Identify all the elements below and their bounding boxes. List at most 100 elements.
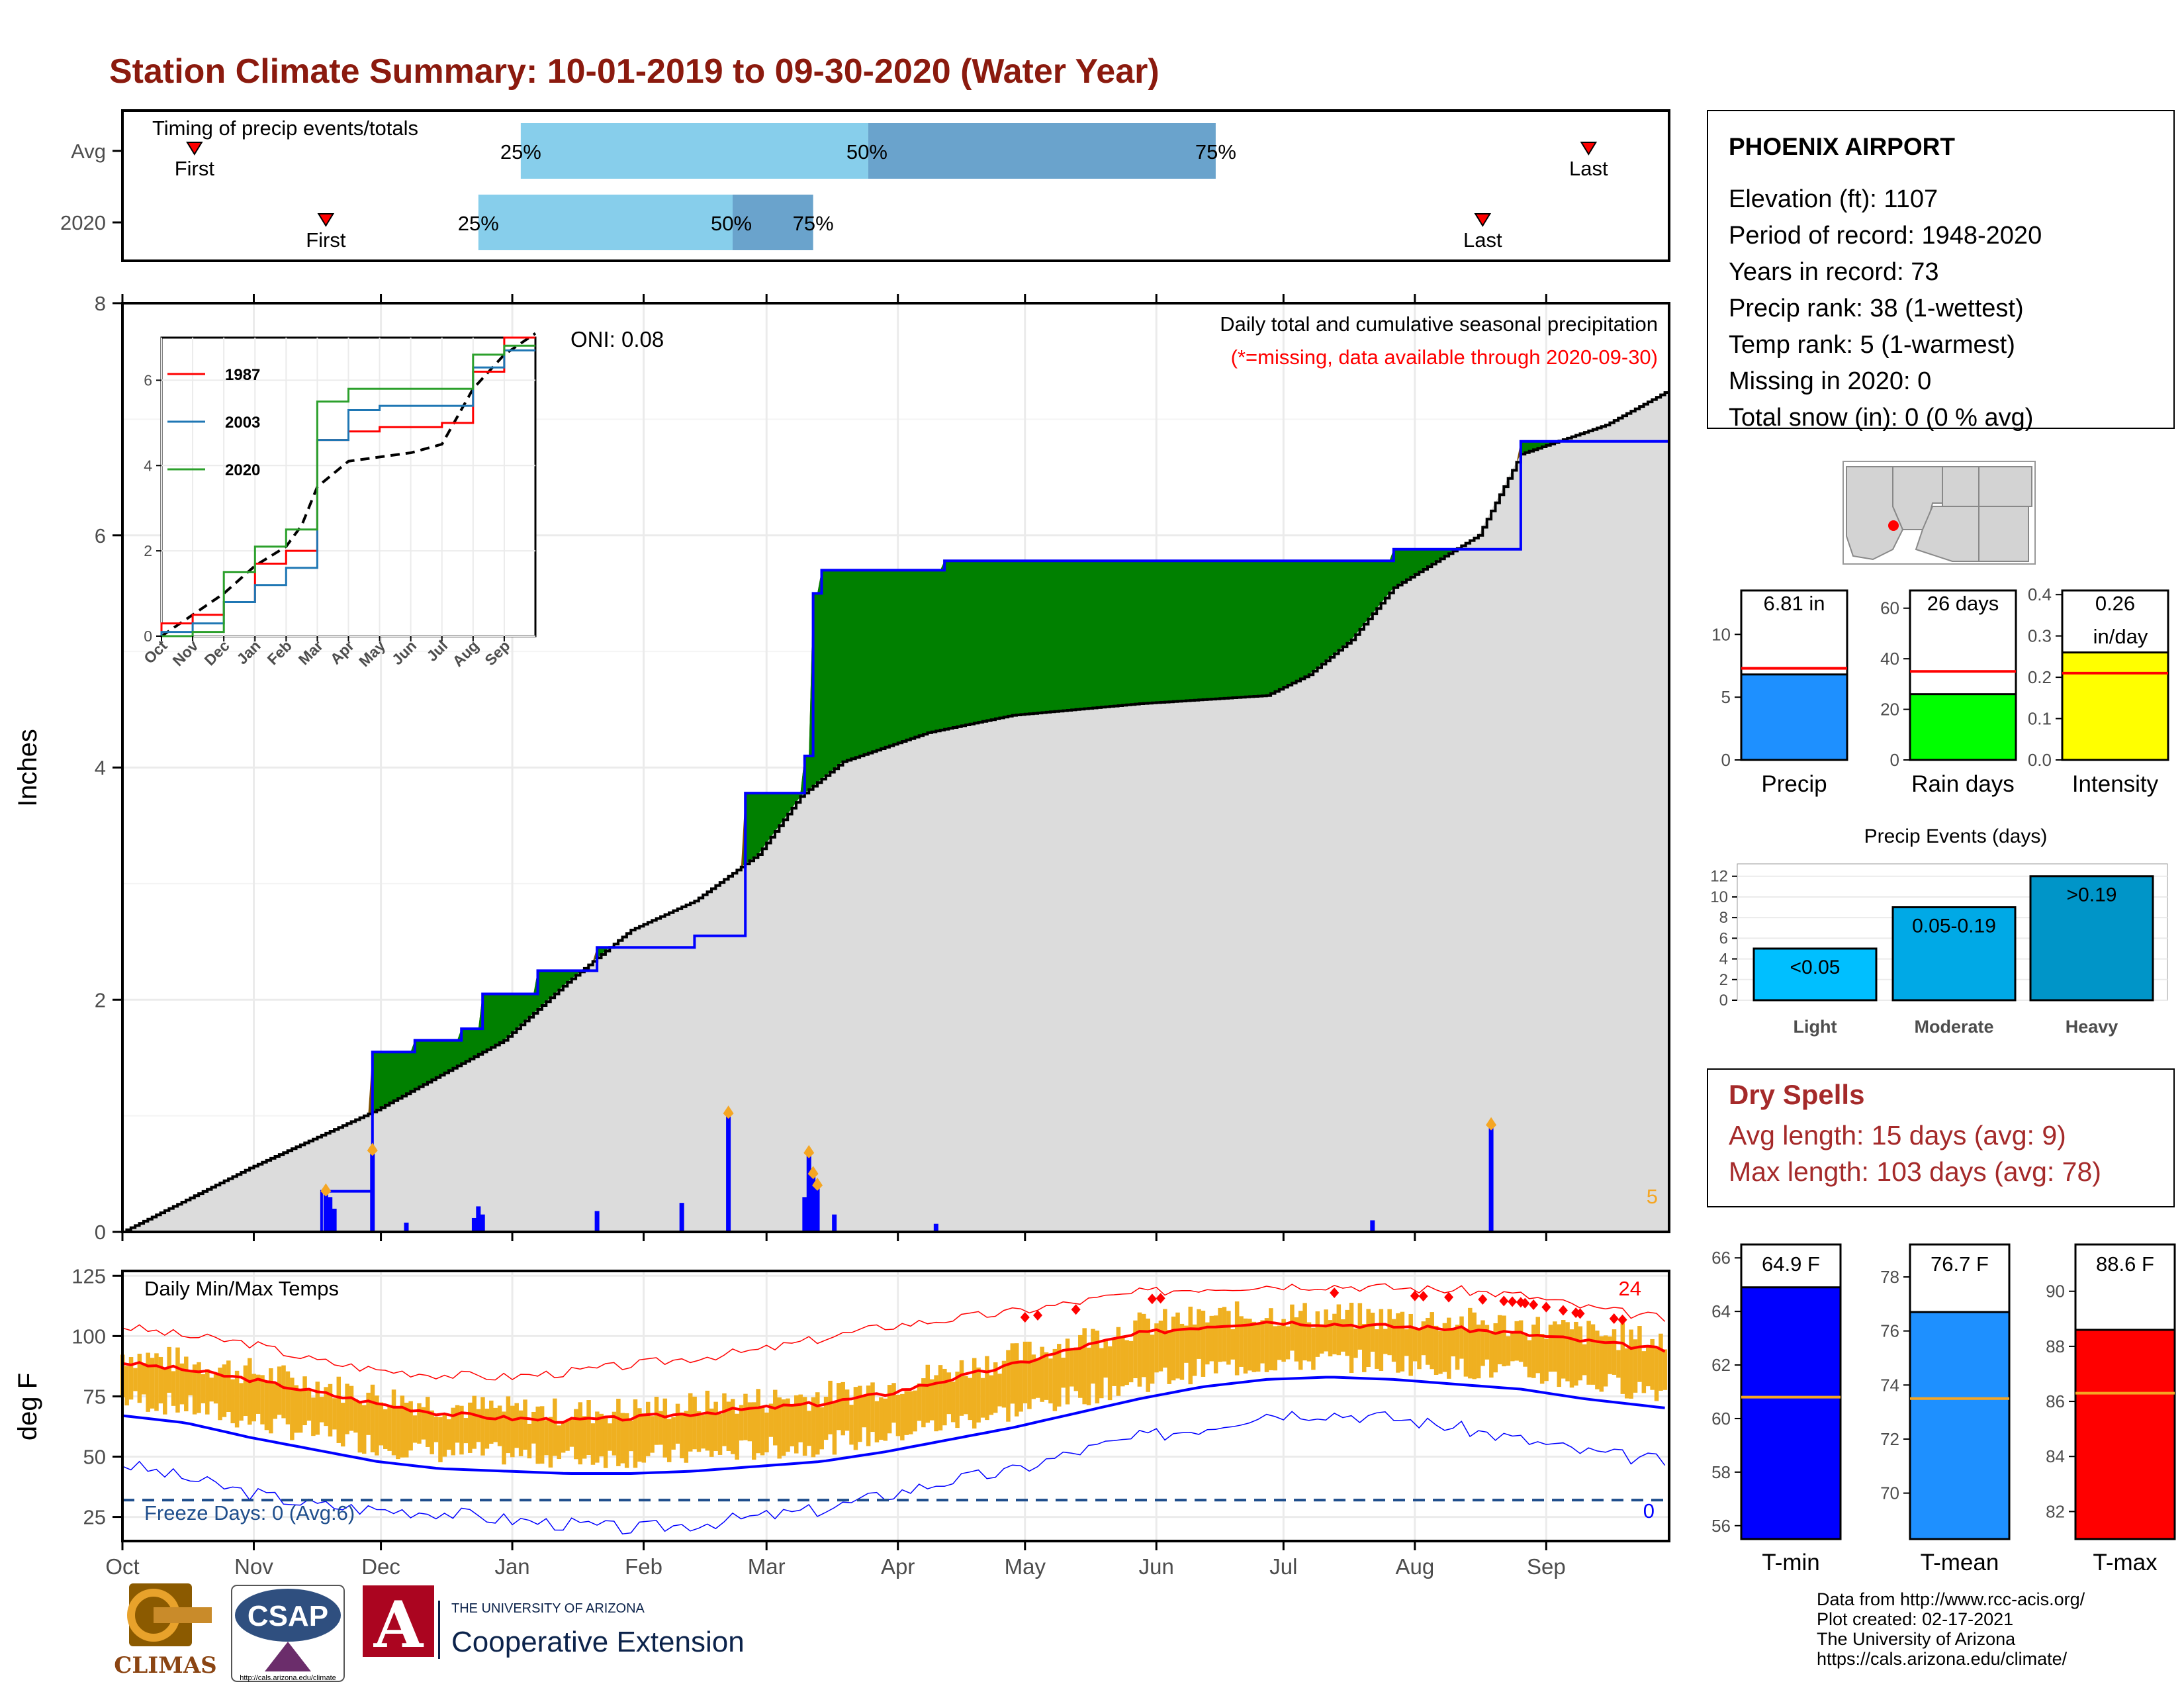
daily-temp-range bbox=[1455, 1325, 1460, 1370]
daily-temp-range bbox=[535, 1406, 540, 1464]
daily-temp-range bbox=[913, 1390, 917, 1432]
freeze-label: Freeze Days: 0 (Avg:6) bbox=[144, 1501, 355, 1524]
daily-temp-range bbox=[629, 1421, 633, 1452]
mini-bar-ytick-label: 0.1 bbox=[2028, 709, 2052, 729]
daily-temp-range bbox=[1387, 1309, 1392, 1356]
daily-temp-range bbox=[1264, 1318, 1269, 1372]
daily-temp-range bbox=[942, 1368, 947, 1426]
csap-cloud bbox=[235, 1589, 341, 1642]
daily-temp-range bbox=[561, 1421, 566, 1453]
normal-max-line bbox=[122, 1321, 1666, 1424]
daily-temp-range bbox=[1010, 1343, 1015, 1404]
daily-temp-range bbox=[1421, 1321, 1426, 1356]
daily-temp-range bbox=[866, 1385, 871, 1446]
daily-temp-range bbox=[565, 1420, 570, 1451]
month-tick-label: Nov bbox=[234, 1554, 273, 1579]
daily-temp-range bbox=[213, 1374, 218, 1404]
temp-ytick-label: 100 bbox=[71, 1325, 106, 1348]
daily-temp-range bbox=[285, 1371, 291, 1425]
daily-temp-range bbox=[142, 1363, 146, 1395]
daily-temp-range bbox=[1027, 1341, 1032, 1409]
daily-temp-range bbox=[1218, 1307, 1222, 1362]
month-tick-label: Sep bbox=[1527, 1554, 1566, 1579]
daily-temp-range bbox=[590, 1423, 596, 1465]
daily-temp-range bbox=[188, 1372, 193, 1395]
daily-temp-range bbox=[1510, 1331, 1515, 1362]
daily-temp-range bbox=[964, 1376, 968, 1415]
events-title: Precip Events (days) bbox=[1864, 825, 2048, 847]
daily-temp-range bbox=[1065, 1338, 1070, 1405]
record-max-line bbox=[122, 1283, 1666, 1381]
station-info-line: Total snow (in): 0 (0 % avg) bbox=[1729, 404, 2033, 432]
daily-precip-bar bbox=[802, 1197, 807, 1232]
events-ytick-label: 0 bbox=[1719, 992, 1728, 1009]
csap-text: CSAP bbox=[248, 1600, 328, 1632]
timing-label: Timing of precip events/totals bbox=[152, 117, 418, 140]
temp-bar-fill bbox=[2074, 1329, 2176, 1540]
daily-temp-range bbox=[557, 1425, 561, 1460]
daily-temp-range bbox=[717, 1414, 723, 1455]
ua-emblem-letter: A bbox=[373, 1587, 424, 1662]
daily-temp-range bbox=[277, 1366, 282, 1415]
mini-bar-ytick-label: 5 bbox=[1721, 687, 1731, 707]
temp-bar-ytick-label: 76 bbox=[1880, 1321, 1899, 1341]
daily-temp-range bbox=[1023, 1341, 1028, 1403]
daily-temp-range bbox=[1544, 1338, 1549, 1382]
temp-bar-label: T-max bbox=[2093, 1550, 2158, 1575]
precip-subtitle: Daily total and cumulative seasonal prec… bbox=[1220, 312, 1658, 336]
daily-temp-range bbox=[408, 1401, 413, 1451]
station-info-box: PHOENIX AIRPORT Elevation (ft): 1107 Peri… bbox=[1707, 110, 2175, 432]
daily-temp-range bbox=[815, 1392, 820, 1455]
daily-temp-range bbox=[514, 1403, 519, 1448]
events-bar-label: Heavy bbox=[2066, 1017, 2118, 1037]
daily-temp-range bbox=[1586, 1321, 1591, 1385]
inset-ytick-label: 2 bbox=[144, 542, 152, 559]
map-state-co bbox=[1978, 466, 2032, 507]
daily-temp-range bbox=[375, 1395, 379, 1456]
daily-temp-range bbox=[502, 1411, 506, 1465]
daily-temp-range bbox=[760, 1407, 765, 1456]
daily-temp-range bbox=[154, 1353, 159, 1411]
daily-temp-range bbox=[1006, 1350, 1011, 1422]
daily-precip-bar bbox=[594, 1211, 600, 1232]
daily-temp-range bbox=[459, 1405, 464, 1455]
record-high-marker bbox=[1499, 1295, 1509, 1307]
daily-temp-range bbox=[137, 1354, 142, 1403]
daily-temp-range bbox=[1306, 1322, 1312, 1362]
ua-emblem-bg bbox=[363, 1585, 434, 1657]
mini-bar-ytick-label: 0.4 bbox=[2028, 585, 2052, 604]
daily-temp-range bbox=[1222, 1307, 1227, 1362]
daily-temp-range bbox=[946, 1372, 952, 1415]
daily-temp-range bbox=[862, 1395, 866, 1428]
daily-temp-range bbox=[442, 1414, 447, 1457]
daily-precip-bar bbox=[471, 1217, 477, 1232]
daily-temp-range bbox=[1146, 1318, 1150, 1392]
daily-temp-range bbox=[1574, 1321, 1578, 1386]
temp-bar-fill bbox=[1909, 1311, 2011, 1540]
daily-temp-range bbox=[201, 1374, 206, 1403]
events-bar-label: Light bbox=[1794, 1017, 1837, 1037]
daily-temp-range bbox=[768, 1403, 774, 1437]
daily-temp-range bbox=[696, 1411, 702, 1452]
record-high-marker bbox=[1032, 1310, 1042, 1321]
timing-bar-25-50 bbox=[520, 123, 868, 179]
daily-temp-range bbox=[1243, 1318, 1248, 1374]
daily-temp-range bbox=[823, 1396, 829, 1440]
events-ytick-label: 12 bbox=[1710, 868, 1728, 886]
daily-temp-range bbox=[1040, 1346, 1044, 1402]
daily-temp-range bbox=[624, 1413, 629, 1468]
temp-ytick-label: 50 bbox=[83, 1446, 106, 1469]
daily-temp-range bbox=[582, 1416, 587, 1459]
temp-bar-ytick-label: 66 bbox=[1711, 1248, 1731, 1268]
daily-precip-bar bbox=[480, 1214, 485, 1232]
daily-temp-range bbox=[205, 1369, 210, 1415]
events-ytick-label: 8 bbox=[1719, 909, 1728, 927]
daily-temp-range bbox=[599, 1413, 604, 1457]
daily-temp-range bbox=[328, 1383, 333, 1437]
month-tick-label: Jan bbox=[494, 1554, 529, 1579]
temp-bar-ytick-label: 84 bbox=[2046, 1446, 2065, 1466]
daily-temp-range bbox=[1154, 1323, 1159, 1373]
summary-bars: 6.81 in 0 5 10 Precip 26 days 0 20 40 60 Rain days… bbox=[1711, 585, 2169, 797]
temp-bar-label: T-mean bbox=[1921, 1550, 1999, 1575]
